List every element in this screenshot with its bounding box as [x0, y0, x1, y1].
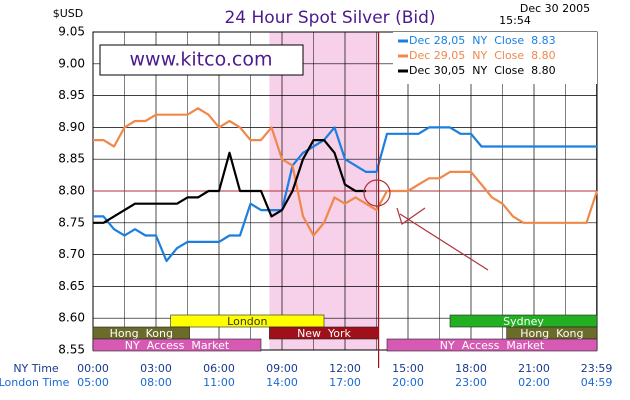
session-label: London — [227, 315, 267, 328]
y-tick-label: 8.70 — [58, 247, 85, 261]
x-tick-label-london: 14:00 — [266, 376, 298, 389]
y-tick-label: 8.65 — [58, 279, 85, 293]
x-tick-label-london: 23:00 — [455, 376, 487, 389]
legend-label: Dec 30,05 NY Close 8.80 — [409, 64, 556, 77]
x-tick-label: 23:59 — [581, 362, 613, 375]
y-tick-label: 8.95 — [58, 88, 85, 102]
x-tick-label-london: 05:00 — [77, 376, 109, 389]
x-tick-label-london: 20:00 — [392, 376, 424, 389]
session-label: New York — [297, 327, 351, 340]
y-tick-label: 8.85 — [58, 152, 85, 166]
price-line — [93, 139, 366, 224]
x-tick-label: 00:00 — [77, 362, 109, 375]
session-label: Hong Kong — [110, 327, 173, 340]
watermark: www.kitco.com — [129, 49, 272, 71]
highlight-circle — [363, 179, 391, 207]
y-tick-label: 9.05 — [58, 25, 85, 39]
session-bar — [92, 338, 262, 352]
price-line — [93, 126, 597, 263]
arrow-head — [396, 207, 426, 225]
x-tick-label-london: 04:59 — [581, 376, 613, 389]
session-label: Sydney — [503, 315, 544, 328]
session-label: NY Access Market — [125, 339, 230, 352]
x-label-london: London Time — [0, 376, 70, 389]
legend-label: Dec 29,05 NY Close 8.80 — [409, 49, 556, 62]
chart-title: 24 Hour Spot Silver (Bid) — [224, 8, 435, 28]
y-unit: $USD — [53, 7, 84, 20]
x-tick-label-london: 02:00 — [518, 376, 550, 389]
x-tick-label: 09:00 — [266, 362, 298, 375]
y-tick-label: 8.55 — [58, 343, 85, 357]
y-tick-label: 8.80 — [58, 184, 85, 198]
session-label: NY Access Market — [440, 339, 545, 352]
x-tick-label: 21:00 — [518, 362, 550, 375]
session-bar — [386, 338, 598, 352]
price-line — [93, 107, 599, 237]
arrow — [399, 213, 489, 271]
legend-label: Dec 28,05 NY Close 8.83 — [409, 34, 556, 47]
date: Dec 30 2005 — [520, 2, 590, 15]
x-tick-label: 18:00 — [455, 362, 487, 375]
x-tick-label: 15:00 — [392, 362, 424, 375]
x-tick-label-london: 08:00 — [140, 376, 172, 389]
x-label-ny: NY Time — [13, 362, 59, 375]
y-tick-label: 8.90 — [58, 120, 85, 134]
x-tick-label: 12:00 — [329, 362, 361, 375]
y-tick-label: 8.60 — [58, 311, 85, 325]
y-tick-label: 8.75 — [58, 215, 85, 229]
session-bar — [170, 314, 325, 328]
time: 15:54 — [499, 14, 531, 27]
legend-box — [393, 32, 597, 84]
y-tick-label: 9.00 — [58, 56, 85, 70]
watermark-box — [99, 44, 304, 76]
x-tick-label-london: 17:00 — [329, 376, 361, 389]
session-label: Hong Kong — [520, 327, 583, 340]
x-tick-label: 03:00 — [140, 362, 172, 375]
x-tick-label: 06:00 — [203, 362, 235, 375]
x-tick-label-london: 11:00 — [203, 376, 235, 389]
